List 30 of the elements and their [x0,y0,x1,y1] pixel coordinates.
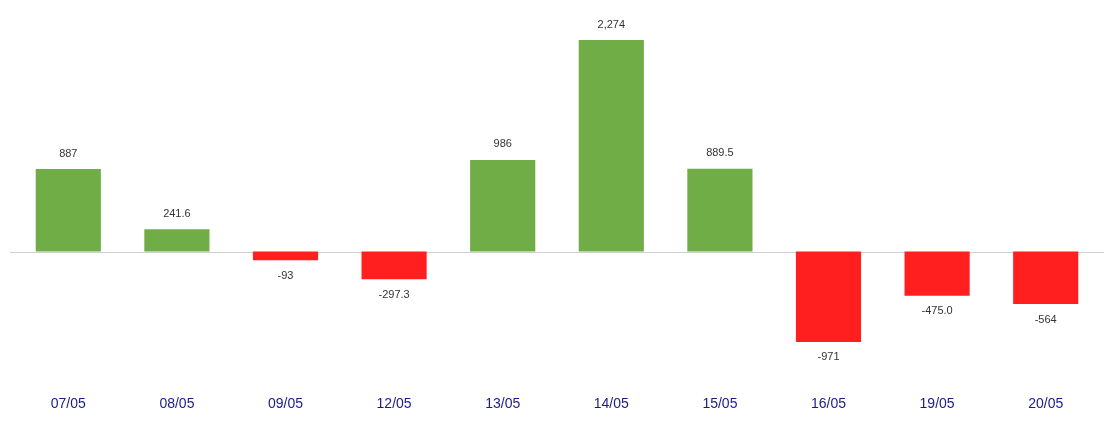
data-label: -564 [1034,312,1057,325]
bar [35,169,101,252]
bar [1013,251,1079,305]
data-label: -93 [277,268,294,281]
bar [144,229,210,252]
data-label: -971 [817,350,840,363]
x-tick-label: 08/05 [159,395,195,412]
x-tick-label: 13/05 [485,395,521,412]
x-tick-label: 07/05 [50,395,87,412]
bar [361,251,427,280]
x-tick-label: 12/05 [376,395,412,412]
x-tick-label: 15/05 [702,395,738,412]
data-label: 887 [59,146,78,159]
bar [687,168,753,252]
data-label: 241.6 [163,206,191,219]
data-label: 889.5 [706,146,734,159]
x-tick-label: 14/05 [593,395,630,412]
x-tick-label: 20/05 [1028,395,1064,412]
data-label: 986 [493,137,512,150]
bar [470,159,536,252]
bar [795,251,862,342]
x-tick-label: 16/05 [810,395,847,412]
data-label: 2,274 [597,17,626,30]
bar [252,251,319,261]
x-tick-label: 19/05 [919,395,955,412]
bar [904,251,970,296]
x-tick-label: 09/05 [267,395,304,412]
data-label: -475.0 [921,304,953,317]
bar [578,40,644,252]
data-label: -297.3 [378,287,410,300]
